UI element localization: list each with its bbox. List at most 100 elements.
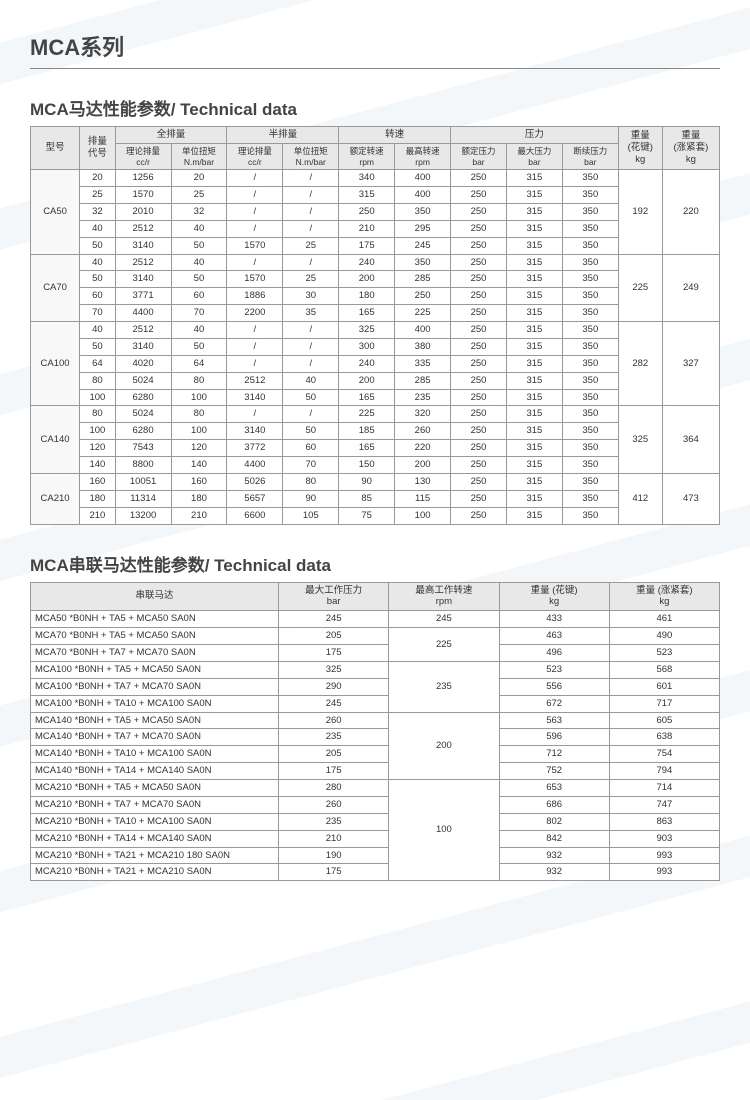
data-cell: 50	[80, 237, 115, 254]
data-cell: 315	[506, 237, 562, 254]
data-cell: 180	[80, 490, 115, 507]
data-cell: 40	[80, 322, 115, 339]
data-cell: /	[227, 254, 283, 271]
data-cell: /	[227, 203, 283, 220]
speed-cell: 225	[389, 628, 499, 662]
weight-cell: 220	[662, 170, 719, 254]
data-cell: 64	[171, 355, 227, 372]
speed-cell: 200	[389, 712, 499, 780]
data-cell: 3772	[227, 440, 283, 457]
data-cell: 30	[283, 288, 339, 305]
data-cell: 250	[451, 423, 507, 440]
data-cell: 596	[499, 729, 609, 746]
data-cell: 80	[80, 372, 115, 389]
data-cell: 638	[609, 729, 719, 746]
data-cell: 200	[339, 271, 395, 288]
data-cell: 245	[279, 695, 389, 712]
tandem-name: MCA210 *B0NH + TA14 + MCA140 SA0N	[31, 830, 279, 847]
data-cell: 105	[283, 507, 339, 524]
data-cell: 32	[80, 203, 115, 220]
data-cell: /	[283, 254, 339, 271]
data-cell: 100	[171, 389, 227, 406]
data-cell: 250	[451, 220, 507, 237]
data-cell: 8800	[115, 457, 171, 474]
data-cell: 250	[451, 372, 507, 389]
data-cell: /	[227, 187, 283, 204]
data-cell: 350	[395, 203, 451, 220]
data-cell: 160	[80, 473, 115, 490]
data-cell: 315	[506, 440, 562, 457]
data-cell: 165	[339, 440, 395, 457]
data-cell: 250	[395, 288, 451, 305]
data-cell: 180	[171, 490, 227, 507]
data-cell: 100	[80, 423, 115, 440]
data-cell: 85	[339, 490, 395, 507]
data-cell: 340	[339, 170, 395, 187]
data-cell: 315	[506, 187, 562, 204]
data-cell: 40	[283, 372, 339, 389]
col-header: 转速	[339, 127, 451, 144]
col-header: 型号	[31, 127, 80, 170]
data-cell: 75	[339, 507, 395, 524]
data-cell: 6600	[227, 507, 283, 524]
data-cell: 400	[395, 187, 451, 204]
data-cell: 175	[279, 864, 389, 881]
data-cell: 993	[609, 864, 719, 881]
data-cell: 250	[451, 187, 507, 204]
data-cell: 185	[339, 423, 395, 440]
data-cell: /	[227, 322, 283, 339]
data-cell: 250	[451, 507, 507, 524]
data-cell: /	[227, 355, 283, 372]
data-cell: 315	[506, 389, 562, 406]
data-cell: 280	[279, 780, 389, 797]
data-cell: 4400	[227, 457, 283, 474]
data-cell: 932	[499, 864, 609, 881]
data-cell: 120	[80, 440, 115, 457]
model-cell: CA140	[31, 406, 80, 474]
data-cell: 245	[279, 611, 389, 628]
data-cell: 903	[609, 830, 719, 847]
tandem-name: MCA50 *B0NH + TA5 + MCA50 SA0N	[31, 611, 279, 628]
data-cell: 350	[562, 389, 618, 406]
tandem-name: MCA70 *B0NH + TA5 + MCA50 SA0N	[31, 628, 279, 645]
data-cell: 350	[562, 490, 618, 507]
data-cell: 210	[80, 507, 115, 524]
data-cell: 5024	[115, 372, 171, 389]
data-cell: 315	[506, 254, 562, 271]
data-cell: 250	[451, 490, 507, 507]
data-cell: 13200	[115, 507, 171, 524]
data-cell: 225	[395, 305, 451, 322]
data-cell: 40	[171, 322, 227, 339]
data-cell: 80	[171, 372, 227, 389]
data-cell: 315	[506, 203, 562, 220]
data-cell: 290	[279, 678, 389, 695]
data-cell: 250	[451, 322, 507, 339]
data-cell: 80	[80, 406, 115, 423]
data-cell: 400	[395, 322, 451, 339]
data-cell: 50	[283, 423, 339, 440]
data-cell: /	[227, 338, 283, 355]
data-cell: 2512	[115, 254, 171, 271]
data-cell: 60	[283, 440, 339, 457]
data-cell: 325	[339, 322, 395, 339]
data-cell: 350	[562, 203, 618, 220]
data-cell: 90	[283, 490, 339, 507]
data-cell: 433	[499, 611, 609, 628]
data-cell: 686	[499, 796, 609, 813]
data-cell: 601	[609, 678, 719, 695]
data-cell: 932	[499, 847, 609, 864]
data-cell: 490	[609, 628, 719, 645]
data-cell: 250	[451, 355, 507, 372]
data-cell: 300	[339, 338, 395, 355]
data-cell: 400	[395, 170, 451, 187]
data-cell: 250	[451, 406, 507, 423]
data-cell: /	[283, 203, 339, 220]
data-cell: 25	[171, 187, 227, 204]
data-cell: 1570	[227, 271, 283, 288]
data-cell: 315	[506, 338, 562, 355]
data-cell: /	[227, 220, 283, 237]
tandem-name: MCA210 *B0NH + TA5 + MCA50 SA0N	[31, 780, 279, 797]
data-cell: 4400	[115, 305, 171, 322]
data-cell: /	[283, 355, 339, 372]
data-cell: 523	[499, 661, 609, 678]
